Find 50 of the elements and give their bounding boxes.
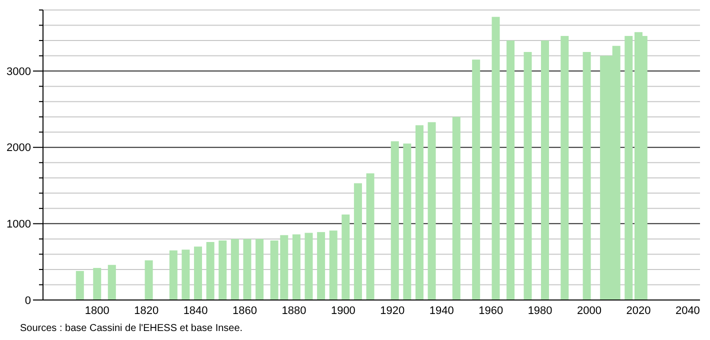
x-tick-label: 1820 xyxy=(134,305,159,317)
bar xyxy=(403,144,412,300)
bar xyxy=(317,232,326,300)
bar xyxy=(492,16,500,300)
bar xyxy=(415,125,424,300)
bar xyxy=(218,240,227,300)
bar xyxy=(169,250,178,300)
bar xyxy=(292,234,300,300)
bar xyxy=(256,238,264,300)
bar xyxy=(506,40,515,300)
x-tick-label: 1960 xyxy=(478,305,504,317)
bar xyxy=(230,238,239,300)
bar xyxy=(304,232,313,300)
y-tick-label: 2000 xyxy=(6,142,31,154)
bar xyxy=(354,183,362,300)
y-tick-label: 3000 xyxy=(6,66,31,78)
x-tick-label: 1900 xyxy=(330,305,356,317)
bar xyxy=(144,260,153,300)
x-tick-label: 2020 xyxy=(626,305,651,317)
bar xyxy=(582,52,591,300)
bar xyxy=(524,52,532,300)
bar xyxy=(452,116,460,300)
bar xyxy=(624,36,633,300)
bar xyxy=(390,141,399,300)
x-tick-label: 2040 xyxy=(675,305,700,317)
source-note: Sources : base Cassini de l'EHESS et base Insee. xyxy=(20,323,243,334)
bar xyxy=(329,230,338,300)
bar xyxy=(108,264,116,300)
bar xyxy=(194,246,202,300)
bar xyxy=(93,268,102,300)
x-tick-label: 1840 xyxy=(183,305,208,317)
bar xyxy=(182,250,190,300)
bar xyxy=(540,40,549,300)
bar xyxy=(560,36,569,300)
x-tick-label: 1860 xyxy=(232,305,258,317)
y-tick-label: 0 xyxy=(24,294,31,307)
x-tick-label: 1940 xyxy=(429,305,454,317)
x-tick-label: 1980 xyxy=(528,305,552,317)
x-tick-label: 1880 xyxy=(282,305,306,317)
bar xyxy=(206,242,214,300)
bar xyxy=(76,271,84,300)
x-tick-label: 2000 xyxy=(577,305,602,317)
bar xyxy=(342,214,350,300)
y-tick-label: 1000 xyxy=(6,218,31,231)
bar xyxy=(366,173,374,300)
x-tick-label: 1800 xyxy=(84,305,110,317)
x-tick-label: 1920 xyxy=(380,305,405,317)
bar xyxy=(472,60,480,300)
bar xyxy=(243,238,252,300)
bar xyxy=(428,122,436,300)
